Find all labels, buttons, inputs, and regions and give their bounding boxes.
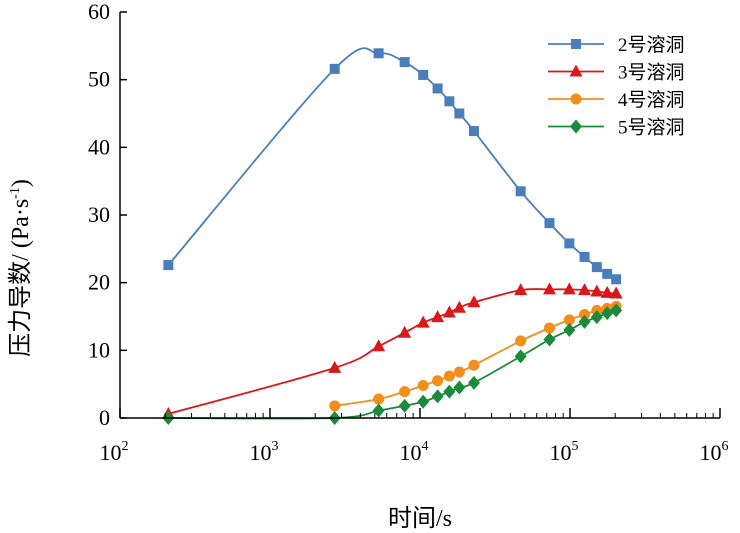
- series-2-point: [373, 48, 384, 59]
- series-3-point: [467, 295, 481, 308]
- legend-label: 2号溶洞: [618, 34, 685, 56]
- series-4-point: [563, 314, 575, 326]
- series-2-point: [591, 262, 602, 273]
- series-5-point: [563, 323, 576, 338]
- series-4-point: [417, 380, 429, 392]
- series-4-point: [399, 386, 411, 398]
- series-2-point: [544, 218, 555, 229]
- y-tick-label: 60: [88, 0, 110, 24]
- plot-curves: [167, 47, 617, 420]
- series-4-point: [468, 359, 480, 371]
- series-4-point: [329, 400, 341, 412]
- legend-marker: [570, 119, 582, 134]
- legend: 2号溶洞 3号溶洞 4号溶洞 5号溶洞: [548, 34, 685, 139]
- series-3-point: [416, 315, 430, 328]
- series-4-point: [579, 308, 591, 320]
- x-tick-label: 104: [400, 439, 429, 465]
- series-2-point: [418, 69, 429, 80]
- series-5-point: [610, 303, 623, 318]
- series-5-point: [417, 394, 430, 409]
- series-5-point: [467, 375, 480, 390]
- y-axis-title-main: 压力导数/ (Pa·s: [7, 199, 34, 357]
- series-5-point: [453, 380, 466, 395]
- series-2-point: [579, 251, 590, 262]
- series-3-point: [452, 300, 466, 313]
- x-tick-label: 102: [100, 439, 129, 465]
- series-4-point: [373, 393, 385, 405]
- series-5-point: [431, 389, 444, 404]
- series-4-point: [432, 375, 444, 387]
- series-5-point: [443, 384, 456, 399]
- series-2-point: [454, 108, 465, 119]
- series-5-point: [398, 398, 411, 413]
- tick-labels: 0 10 20 30 40 50 60 102 103 104 105 106: [88, 0, 729, 465]
- y-axis-title-end: ): [8, 179, 34, 187]
- y-tick-label: 0: [99, 405, 110, 430]
- y-tick-label: 40: [88, 134, 110, 159]
- y-tick-label: 20: [88, 270, 110, 295]
- x-tick-label: 105: [550, 439, 579, 465]
- series-3-point: [590, 284, 604, 297]
- series-5-point: [543, 332, 556, 347]
- x-tick-label: 106: [700, 439, 729, 465]
- plot-markers: [161, 48, 623, 425]
- series-2-point: [564, 238, 575, 249]
- legend-label: 5号溶洞: [618, 117, 685, 139]
- y-tick-label: 50: [88, 67, 110, 92]
- series-5-point: [514, 349, 527, 364]
- legend-marker: [571, 39, 581, 49]
- series-3-point: [328, 360, 342, 373]
- series-4-point: [443, 370, 455, 382]
- y-tick-label: 10: [88, 337, 110, 362]
- series-2-point: [399, 57, 410, 68]
- legend-marker: [570, 93, 582, 105]
- series-4-point: [453, 366, 465, 378]
- y-axis-title: 压力导数/ (Pa·s-1): [7, 179, 34, 357]
- series-2-point: [329, 63, 340, 74]
- series-3-point: [562, 282, 576, 295]
- series-2-line: [167, 47, 617, 281]
- series-2-point: [444, 96, 455, 107]
- x-tick-label: 103: [250, 439, 279, 465]
- series-3-point: [578, 283, 592, 296]
- series-5-point: [372, 403, 385, 418]
- series-2-point: [515, 186, 526, 197]
- series-5-point: [578, 314, 591, 329]
- legend-label: 4号溶洞: [618, 89, 685, 111]
- series-5-point: [590, 310, 603, 325]
- series-2-point: [468, 126, 479, 137]
- series-2-point: [163, 260, 174, 271]
- y-axis-title-sup: -1: [8, 187, 23, 199]
- axes: [119, 11, 721, 419]
- series-5-point: [601, 306, 614, 321]
- series-2-point: [611, 274, 622, 285]
- series-3-point: [542, 282, 556, 295]
- series-3-point: [514, 283, 528, 296]
- series-3-point: [398, 325, 412, 338]
- legend-marker: [569, 64, 583, 77]
- series-4-point: [515, 335, 527, 347]
- series-3-point: [609, 286, 623, 299]
- series-3-point: [442, 305, 456, 318]
- series-2-point: [602, 268, 613, 279]
- series-3-point: [431, 310, 445, 323]
- series-2-point: [432, 83, 443, 94]
- series-3-point: [372, 339, 386, 352]
- series-4-point: [543, 322, 555, 334]
- series-3-point: [600, 285, 614, 298]
- legend-label: 3号溶洞: [618, 62, 685, 84]
- y-tick-label: 30: [88, 202, 110, 227]
- x-axis-title: 时间/s: [388, 505, 452, 532]
